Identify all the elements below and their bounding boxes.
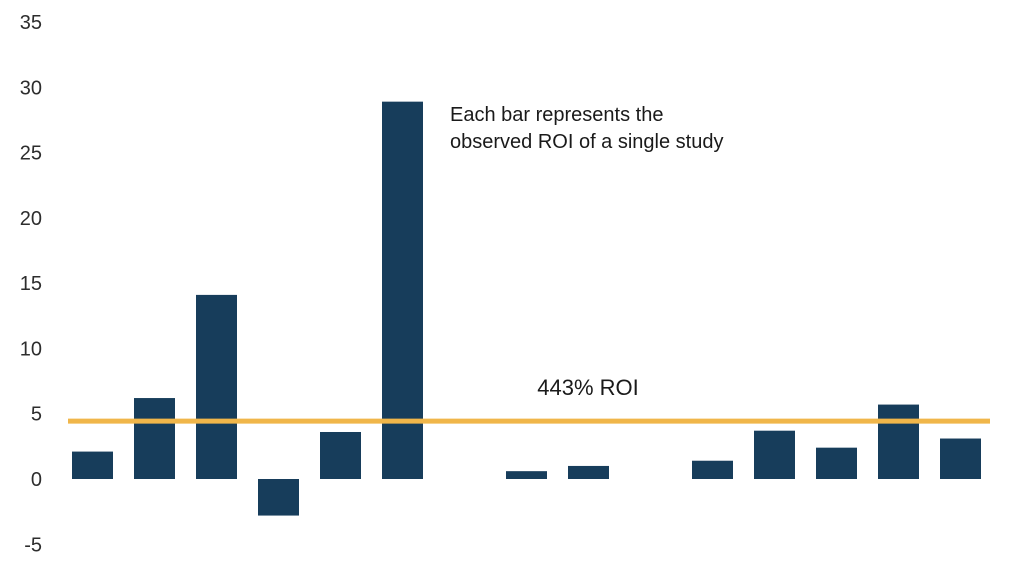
bar (382, 101, 423, 479)
annotation-line-1: Each bar represents the (450, 104, 663, 126)
bar (196, 294, 237, 479)
y-tick-label: 35 (20, 12, 42, 34)
y-axis: 35 30 25 20 15 10 5 0 -5 (20, 12, 42, 556)
y-tick-label: 0 (31, 469, 42, 491)
reference-line-label: 443% ROI (537, 375, 639, 400)
y-tick-label: 20 (20, 208, 42, 230)
bar (258, 479, 299, 516)
bar (878, 404, 919, 479)
bar (692, 460, 733, 479)
annotation: Each bar represents the observed ROI of … (450, 104, 723, 153)
y-tick-label: -5 (24, 534, 42, 556)
y-tick-label: 10 (20, 338, 42, 360)
y-tick-label: 15 (20, 273, 42, 295)
bars (72, 101, 981, 516)
bar (320, 431, 361, 479)
y-tick-label: 25 (20, 143, 42, 165)
annotation-line-2: observed ROI of a single study (450, 131, 723, 153)
bar (506, 471, 547, 479)
bar (754, 430, 795, 479)
y-tick-label: 30 (20, 77, 42, 99)
bar (568, 465, 609, 479)
bar (816, 447, 857, 479)
bar (72, 451, 113, 479)
y-tick-label: 5 (31, 404, 42, 426)
bar (940, 438, 981, 479)
bar (134, 398, 175, 479)
